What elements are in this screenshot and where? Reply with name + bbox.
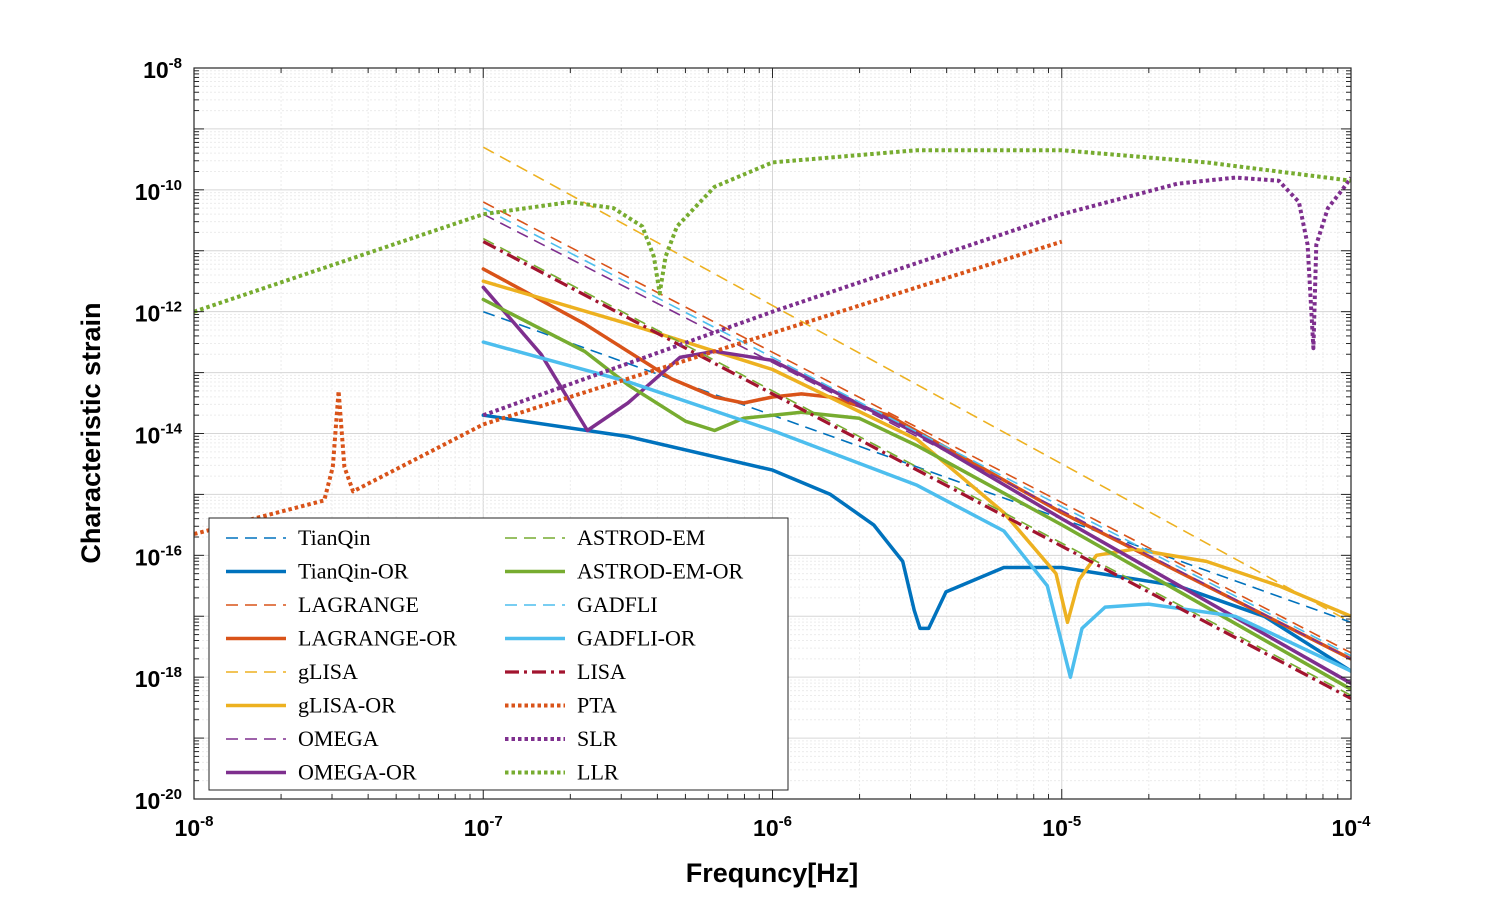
legend: TianQin TianQin-OR LAGRANGE LAGRANGE-OR gLIS… [208, 517, 789, 791]
tick-label-exponent: -14 [160, 421, 182, 438]
tick-label-base: 10 [135, 788, 161, 814]
tick-label-exponent: -8 [200, 813, 213, 830]
series-line-gadfli [482, 207, 1351, 657]
tick-label-base: 10 [143, 57, 169, 83]
legend-label: GADFLI [577, 592, 658, 617]
legend-label: SLR [577, 726, 618, 751]
tick-label: 10-5 [1042, 813, 1081, 841]
tick-label-exponent: -20 [160, 786, 182, 803]
series-line-astrod-em [482, 237, 1351, 697]
series-line-gadfli-or [481, 340, 1351, 679]
legend-label: gLISA [298, 659, 358, 684]
legend-label: GADFLI-OR [577, 626, 696, 651]
legend-label: PTA [577, 693, 617, 718]
tick-label: 10-8 [143, 55, 182, 83]
series-line-omega [482, 213, 1351, 660]
series-line-slr [482, 175, 1351, 418]
tick-label-exponent: -4 [1357, 813, 1371, 830]
legend-label: TianQin-OR [298, 559, 409, 584]
tick-label-base: 10 [135, 179, 161, 205]
legend-label: OMEGA-OR [298, 760, 417, 785]
tick-label: 10-8 [175, 813, 214, 841]
tick-label-exponent: -5 [1068, 813, 1081, 830]
series-line-tianqin [483, 310, 1351, 624]
legend-label: LLR [577, 760, 619, 785]
tick-label-base: 10 [464, 815, 490, 841]
series-line-pta [194, 239, 1063, 536]
series-line-glisa-or [481, 279, 1351, 625]
tick-label-base: 10 [135, 301, 161, 327]
tick-label-base: 10 [135, 666, 161, 692]
legend-label: LISA [577, 659, 626, 684]
y-axis-label: Characteristic strain [76, 302, 106, 563]
series-line-glisa [482, 146, 1351, 624]
tick-label: 10-18 [135, 664, 182, 692]
tick-label: 10-16 [135, 542, 182, 570]
series-line-llr [194, 148, 1351, 314]
tick-label: 10-6 [753, 813, 792, 841]
tick-label: 10-14 [135, 421, 183, 449]
series-line-omega-or [481, 285, 1351, 686]
tick-label-exponent: -8 [169, 55, 182, 72]
legend-label: LAGRANGE-OR [298, 626, 457, 651]
tick-label: 10-4 [1332, 813, 1372, 841]
legend-box [208, 517, 789, 791]
tick-label-exponent: -7 [489, 813, 502, 830]
series-line-astrod-em-or [481, 297, 1351, 692]
series-line-lagrange-or [481, 267, 1351, 661]
tick-label-base: 10 [135, 423, 161, 449]
series-line-lagrange [482, 201, 1351, 654]
tick-labels: 10-8 10-7 10-6 10-5 10-410-2010-1810-1610-14… [135, 55, 1371, 841]
legend-label: ASTROD-EM-OR [577, 559, 744, 584]
tick-label-exponent: -6 [779, 813, 792, 830]
series-group [194, 146, 1351, 700]
tick-label-base: 10 [753, 815, 779, 841]
tick-label-base: 10 [1332, 815, 1358, 841]
legend-label: OMEGA [298, 726, 379, 751]
series-line-tianqin-or [481, 413, 1351, 673]
series-line-lisa [482, 240, 1351, 700]
tick-label-base: 10 [1042, 815, 1068, 841]
tick-marks [193, 67, 1352, 800]
tick-label-exponent: -10 [160, 177, 182, 194]
legend-label: LAGRANGE [298, 592, 419, 617]
tick-label-exponent: -12 [160, 299, 182, 316]
tick-label: 10-10 [135, 177, 182, 205]
tick-label-exponent: -16 [160, 542, 182, 559]
x-axis-label: Frequncy[Hz] [686, 858, 859, 888]
tick-label-base: 10 [135, 544, 161, 570]
tick-label-base: 10 [175, 815, 201, 841]
legend-label: TianQin [298, 525, 371, 550]
tick-label-exponent: -18 [160, 664, 182, 681]
tick-label: 10-7 [464, 813, 503, 841]
legend-label: ASTROD-EM [577, 525, 705, 550]
tick-label: 10-20 [135, 786, 182, 814]
legend-label: gLISA-OR [298, 693, 396, 718]
tick-label: 10-12 [135, 299, 182, 327]
